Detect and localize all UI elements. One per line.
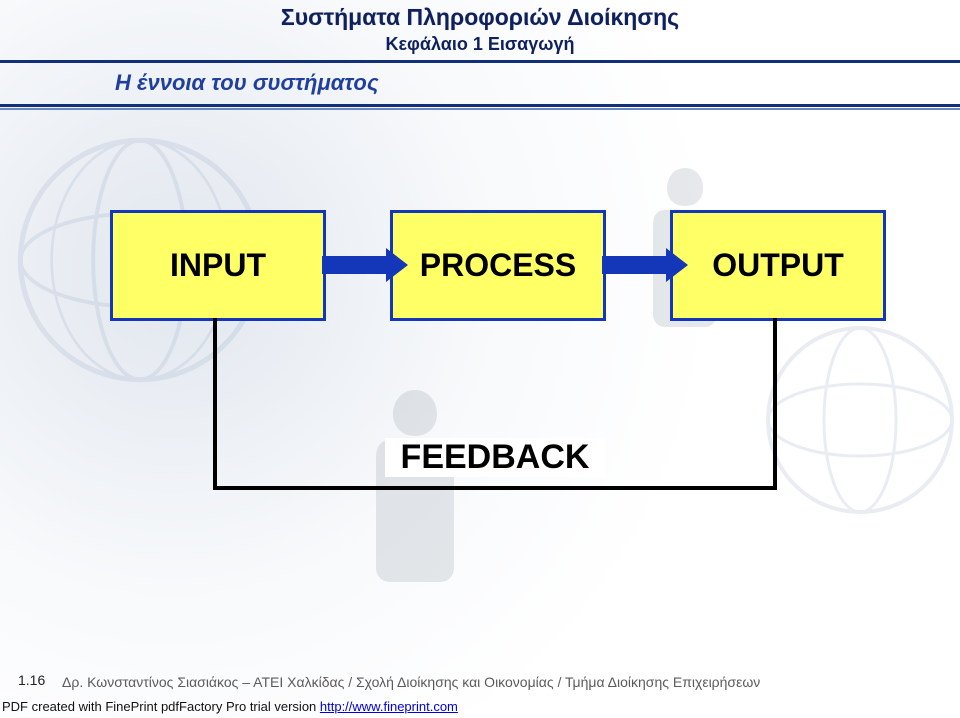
flow-arrow-process-to-output [602, 248, 688, 282]
feedback-label: FEEDBACK [385, 438, 605, 477]
footer-pdf-line: PDF created with FinePrint pdfFactory Pr… [2, 699, 458, 714]
flow-arrow-input-to-process [322, 248, 408, 282]
header-rule-bottom [0, 104, 960, 107]
flow-node-output: OUTPUT [670, 210, 886, 321]
page-number: 1.16 [18, 672, 45, 688]
header-rule-light [0, 108, 960, 110]
flow-node-process: PROCESS [390, 210, 606, 321]
flow-node-input: INPUT [110, 210, 326, 321]
section-title: Η έννοια του συστήματος [115, 70, 379, 96]
sub-title: Κεφάλαιο 1 Εισαγωγή [0, 34, 960, 55]
footer-pdf-link[interactable]: http://www.fineprint.com [320, 699, 458, 714]
footer-pdf-prefix: PDF created with FinePrint pdfFactory Pr… [2, 699, 320, 714]
header-rule-top [0, 60, 960, 63]
system-diagram: INPUT PROCESS OUTPUT FEEDBACK [70, 210, 890, 510]
slide-page: Συστήματα Πληροφοριών Διοίκησης Κεφάλαιο… [0, 0, 960, 718]
footer-author-line: Δρ. Κωνσταντίνος Σιασιάκος – ΑΤΕΙ Χαλκίδ… [62, 674, 760, 690]
main-title: Συστήματα Πληροφοριών Διοίκησης [0, 4, 960, 31]
